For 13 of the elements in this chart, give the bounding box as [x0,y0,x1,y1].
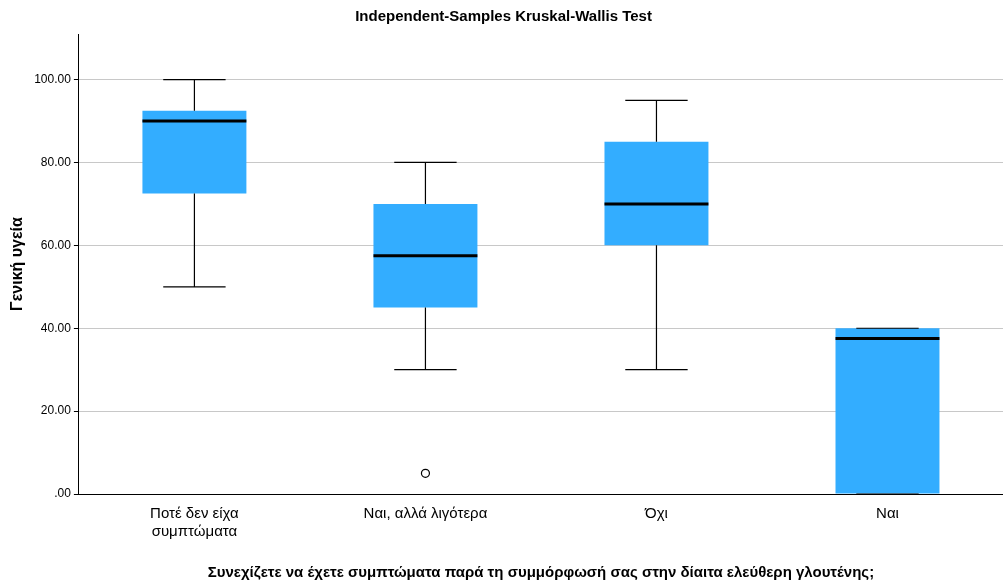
y-tick-label: 20.00 [40,403,72,418]
y-axis-title: Γενική υγεία [8,216,26,311]
x-axis-title: Συνεχίζετε να έχετε συμπτώματα παρά τη συμμόρφωσή σας στην δίαιτα ελεύθερη γλουτένης; [207,563,875,581]
y-tick-label: 60.00 [40,237,72,252]
chart-title: Independent-Samples Kruskal-Wallis Test [355,7,652,25]
x-tick-label: Όχι [644,504,668,522]
y-tick-label: 100.00 [34,71,72,86]
y-tick-label: 80.00 [40,154,72,169]
y-tick-label: 40.00 [40,320,72,335]
x-tick-label: Ναι, αλλά λιγότερα [363,504,488,522]
y-tick-label: .00 [54,486,72,501]
x-tick-label: Ποτέ δεν είχα συμπτώματα [150,504,240,540]
x-tick-label: Ναι [876,504,899,522]
